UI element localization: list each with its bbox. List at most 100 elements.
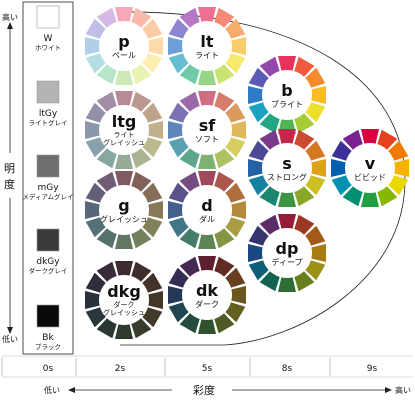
hue-segment	[115, 171, 133, 187]
hue-segment	[168, 286, 184, 304]
hue-segment	[331, 159, 347, 177]
hue-segment	[131, 171, 152, 193]
hue-segment	[224, 302, 246, 323]
hue-segment	[115, 91, 133, 107]
hue-segment	[230, 121, 246, 139]
chroma-ticks: 0s 2s 5s 8s 9s	[1, 358, 378, 376]
hue-segment	[96, 91, 117, 113]
hue-segment	[214, 227, 235, 249]
hue-segment	[224, 53, 246, 74]
tone-wheels: pペールltライトbブライトvビビッドltgライトグレイッシュsfソフトsストロ…	[85, 7, 409, 339]
horizontal-axis: 0s 2s 5s 8s 9s 低い 彩度 高い	[1, 355, 413, 397]
gray-name-label: ライトグレイ	[29, 118, 68, 127]
hue-segment	[179, 63, 200, 85]
hue-segment	[377, 185, 398, 207]
hue-segment	[387, 140, 409, 161]
hue-segment	[168, 217, 190, 238]
hue-segment	[141, 272, 163, 293]
hue-segment	[259, 270, 280, 292]
tone-name-label: ビビッド	[354, 173, 386, 182]
hue-segment	[224, 18, 246, 39]
vertical-axis-high-label: 高い	[2, 12, 18, 22]
hue-segment	[85, 37, 101, 55]
hue-segment	[179, 147, 200, 169]
tone-wheel-center	[182, 21, 232, 71]
hue-segment	[278, 56, 296, 72]
hue-segment	[115, 7, 133, 23]
hue-segment	[96, 261, 117, 283]
horizontal-axis-high-label: 高い	[395, 385, 411, 395]
hue-segment	[198, 171, 216, 187]
hue-segment	[278, 276, 296, 292]
gray-swatch-mGy	[36, 154, 60, 178]
tone-name-label: ライト	[195, 51, 219, 60]
tone-wheel-center	[99, 275, 149, 325]
chroma-tick-label: 9s	[367, 364, 378, 374]
hue-segment	[179, 312, 200, 334]
tone-wheel-center	[262, 228, 312, 278]
vertical-axis: 高い 明 度 低い	[2, 12, 18, 344]
hue-segment	[168, 102, 190, 123]
hue-segment	[85, 182, 107, 203]
hue-segment	[141, 18, 163, 39]
hue-segment	[361, 191, 379, 207]
hue-segment	[168, 182, 190, 203]
tone-code-label: dkg	[107, 282, 141, 301]
hue-segment	[310, 244, 326, 262]
hue-segment	[115, 69, 133, 85]
hue-segment	[141, 102, 163, 123]
hue-segment	[214, 171, 235, 193]
tone-code-label: s	[282, 154, 292, 173]
hue-segment	[259, 112, 280, 134]
hue-segment	[248, 260, 270, 281]
hue-segment	[224, 182, 246, 203]
hue-segment	[179, 256, 200, 278]
horizontal-axis-low-label: 低い	[44, 385, 60, 395]
hue-segment	[85, 217, 107, 238]
hue-segment	[85, 137, 107, 158]
gray-swatch-dkGy	[36, 228, 60, 252]
hue-segment	[85, 18, 107, 39]
tone-wheel-d: dダル	[168, 171, 246, 249]
tone-name-label: ダル	[199, 214, 215, 224]
hue-segment	[248, 67, 270, 88]
tone-wheel-center	[345, 143, 395, 193]
hue-segment	[179, 7, 200, 29]
hue-segment	[259, 214, 280, 236]
hue-segment	[278, 214, 296, 230]
hue-segment	[85, 272, 107, 293]
tone-wheel-center	[182, 270, 232, 320]
hue-segment	[304, 175, 326, 196]
tone-code-label: v	[365, 154, 376, 173]
hue-segment	[294, 185, 315, 207]
hue-segment	[198, 256, 216, 272]
hue-segment	[198, 318, 216, 334]
gray-swatch-W	[36, 5, 60, 29]
hue-segment	[85, 121, 101, 139]
hue-segment	[168, 53, 190, 74]
hue-segment	[310, 86, 326, 104]
hue-segment	[168, 37, 184, 55]
gray-swatch-Bk	[36, 304, 60, 328]
hue-segment	[147, 291, 163, 309]
horizontal-axis-arrow-left	[68, 387, 75, 393]
gray-name-label: ホワイト	[35, 44, 61, 52]
gray-code-label: ltGy	[39, 109, 58, 119]
hue-segment	[96, 63, 117, 85]
hue-segment	[198, 91, 216, 107]
hue-segment	[141, 137, 163, 158]
hue-segment	[361, 129, 379, 145]
hue-segment	[259, 185, 280, 207]
tone-code-label: lt	[200, 32, 213, 51]
tone-name-label-2: グレイッシュ	[103, 308, 145, 317]
hue-segment	[248, 140, 270, 161]
tone-wheel-center	[262, 143, 312, 193]
tone-name-label: ブライト	[271, 99, 303, 109]
